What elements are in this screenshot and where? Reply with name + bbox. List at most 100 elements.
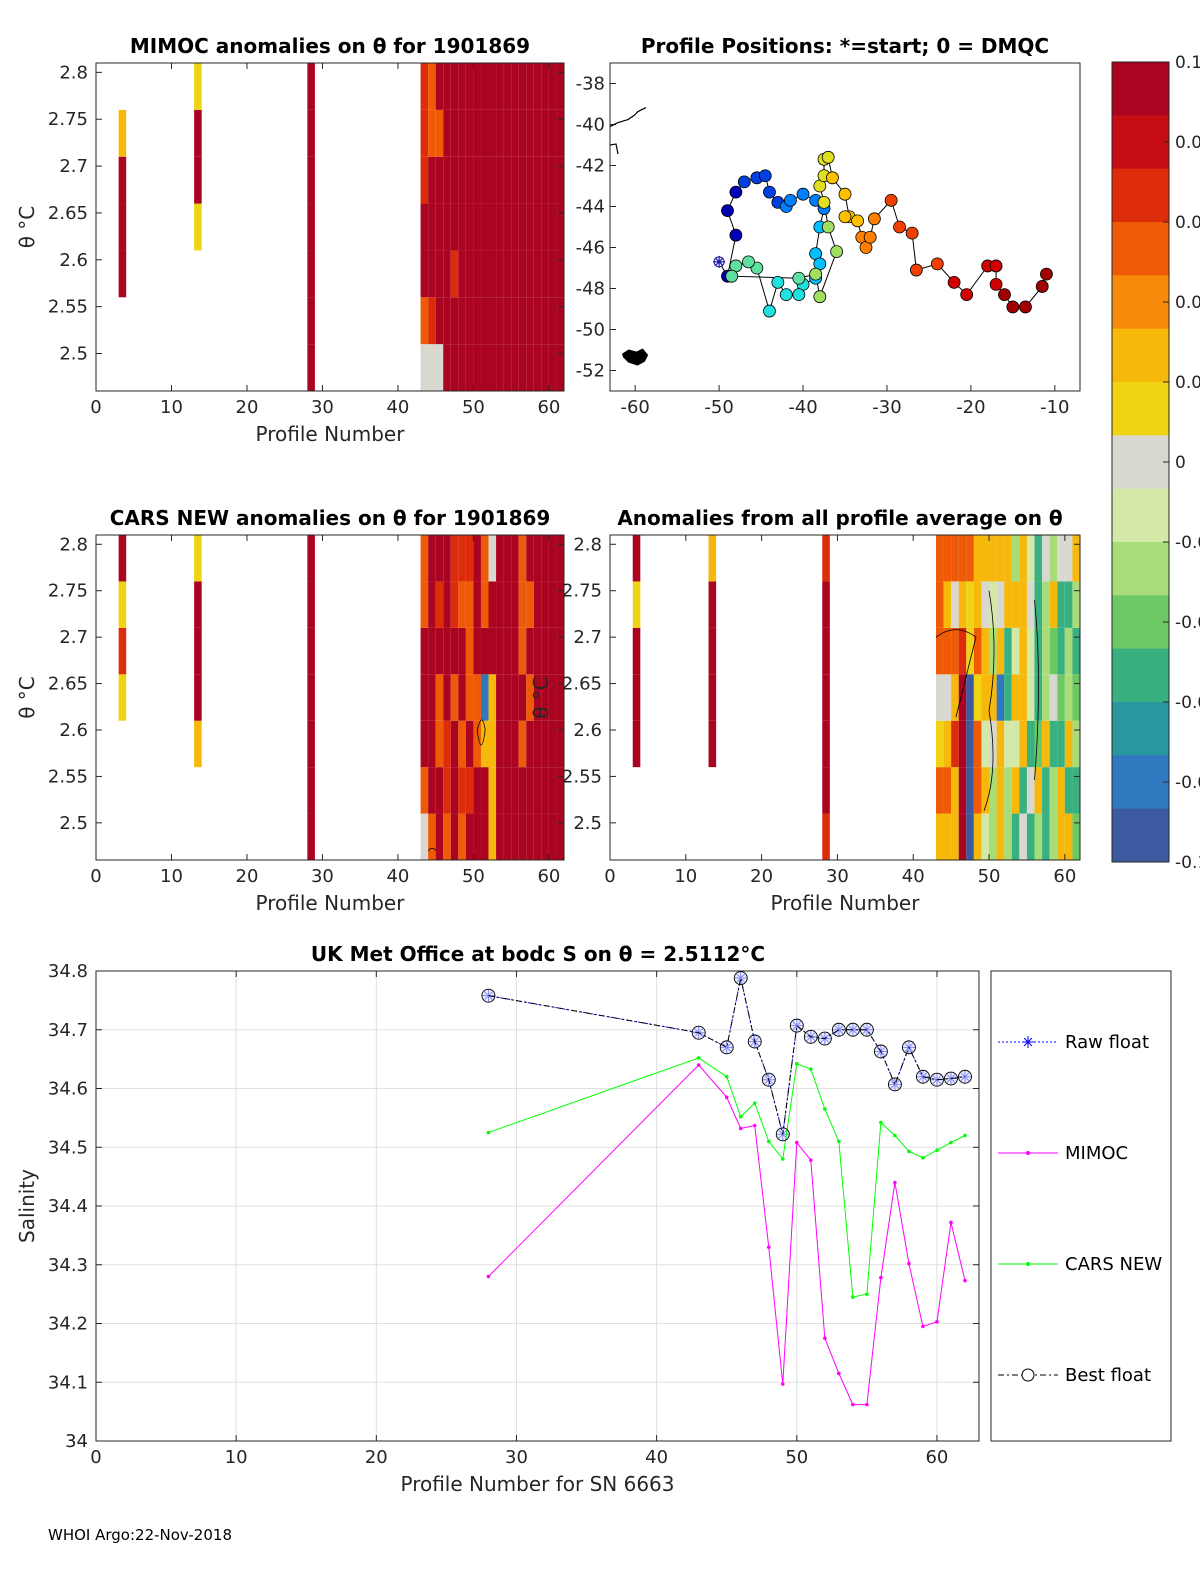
best-float-point <box>747 1034 762 1049</box>
mimoc-cell <box>533 344 542 391</box>
mimoc-cell <box>480 297 489 345</box>
profile-position-point <box>821 220 835 234</box>
cars-cell <box>465 674 474 721</box>
allavg-xtick-label: 0 <box>604 866 615 887</box>
mimoc-ylabel: θ °C <box>15 206 39 249</box>
allavg-cell <box>1004 627 1012 675</box>
cars-cell <box>428 535 436 582</box>
profile-position-point <box>796 187 810 201</box>
coastline <box>609 107 647 155</box>
cars-ytick-label: 2.55 <box>48 766 88 787</box>
cars-cell <box>518 535 527 582</box>
series-point-cars-new <box>766 1139 771 1144</box>
mimoc-cell <box>518 63 527 110</box>
allavg-cell <box>973 720 982 768</box>
cars-cell <box>496 767 504 814</box>
profile-position-point <box>947 275 961 289</box>
cars-cells <box>118 535 572 860</box>
allavg-cell <box>1049 581 1058 628</box>
cars-cell <box>526 813 534 860</box>
mimoc-cell <box>428 203 436 251</box>
profile-position-point <box>758 169 772 183</box>
allavg-cell <box>973 674 982 721</box>
mimoc-cell <box>556 203 564 251</box>
cars-cell <box>511 720 519 768</box>
cars-cell <box>194 581 202 628</box>
cars-ytick-label: 2.6 <box>59 720 88 741</box>
allavg-cell <box>1080 674 1088 720</box>
allavg-cell <box>1042 535 1050 582</box>
mimoc-cell <box>503 63 512 110</box>
cars-xtick-label: 60 <box>537 866 560 887</box>
mimoc-cell <box>496 344 504 391</box>
colorbar-tick-label: -0.02 <box>1175 533 1200 553</box>
series-point-cars-new <box>963 1133 967 1138</box>
mimoc-cell <box>473 156 481 204</box>
allavg-cell <box>989 674 997 721</box>
cars-cell <box>435 535 444 582</box>
mimoc-cell <box>307 203 315 251</box>
allavg-xtick-label: 30 <box>826 866 849 887</box>
allavg-cell <box>1042 627 1050 675</box>
best-float-point <box>930 1072 944 1087</box>
allavg-cell <box>1042 813 1050 860</box>
profile-position-point <box>893 220 906 234</box>
cars-cell <box>420 535 429 582</box>
raw-float-point <box>790 1019 803 1032</box>
mimoc-cell <box>564 157 572 204</box>
allavg-cell <box>1042 674 1050 721</box>
allavg-cell <box>632 720 641 768</box>
allavg-ytick-label: 2.5 <box>573 813 602 834</box>
cars-cell <box>503 720 512 768</box>
cars-cell <box>533 720 542 768</box>
allavg-title: Anomalies from all profile average on θ <box>617 506 1062 530</box>
allavg-cell <box>973 535 982 582</box>
best-float-point <box>873 1044 888 1059</box>
allavg-cell <box>1026 813 1035 860</box>
allavg-cell <box>996 720 1005 768</box>
mimoc-cell <box>526 63 534 110</box>
mimoc-cell <box>428 156 436 204</box>
allavg-cell <box>973 627 982 675</box>
mimoc-cell <box>518 344 527 391</box>
series-point-mimoc <box>949 1220 953 1225</box>
colorbar-segment <box>1112 488 1169 543</box>
allavg-cell <box>1011 674 1020 721</box>
allavg-cell <box>1026 720 1035 768</box>
cars-cell <box>118 535 127 582</box>
allavg-cell <box>996 674 1005 721</box>
allavg-cell <box>951 813 959 860</box>
mimoc-cell <box>541 344 549 391</box>
mimoc-cell <box>458 344 466 391</box>
allavg-ytick-label: 2.8 <box>573 534 602 555</box>
allavg-cell <box>822 813 830 860</box>
series-point-cars-new <box>879 1120 883 1125</box>
series-point-mimoc <box>780 1382 785 1386</box>
best-float-point <box>481 988 496 1003</box>
profile-position-point <box>830 245 844 259</box>
cars-ylabel: θ °C <box>15 676 39 719</box>
mimoc-cell <box>496 63 504 110</box>
allavg-cell <box>981 767 990 814</box>
mimoc-cell <box>443 156 451 204</box>
positions-xtick-label: -30 <box>872 397 901 418</box>
cars-cell <box>488 674 497 721</box>
allavg-cell <box>1034 535 1043 582</box>
mimoc-cell <box>503 203 512 251</box>
cars-cell <box>564 535 572 581</box>
cars-cell <box>480 720 489 768</box>
mimoc-cell <box>488 203 497 251</box>
mimoc-cell <box>503 297 512 345</box>
mimoc-cell <box>480 63 489 110</box>
allavg-cell <box>1026 581 1035 628</box>
allavg-xtick-label: 50 <box>978 866 1001 887</box>
mimoc-cell <box>465 156 474 204</box>
mimoc-cell <box>488 250 497 298</box>
allavg-cell <box>943 535 952 582</box>
profile-position-point <box>838 210 852 224</box>
cars-cell <box>435 720 444 768</box>
cars-cell <box>465 720 474 768</box>
mimoc-cell <box>420 344 429 391</box>
falkland-islands <box>621 348 649 366</box>
profile-position-point <box>884 193 898 207</box>
